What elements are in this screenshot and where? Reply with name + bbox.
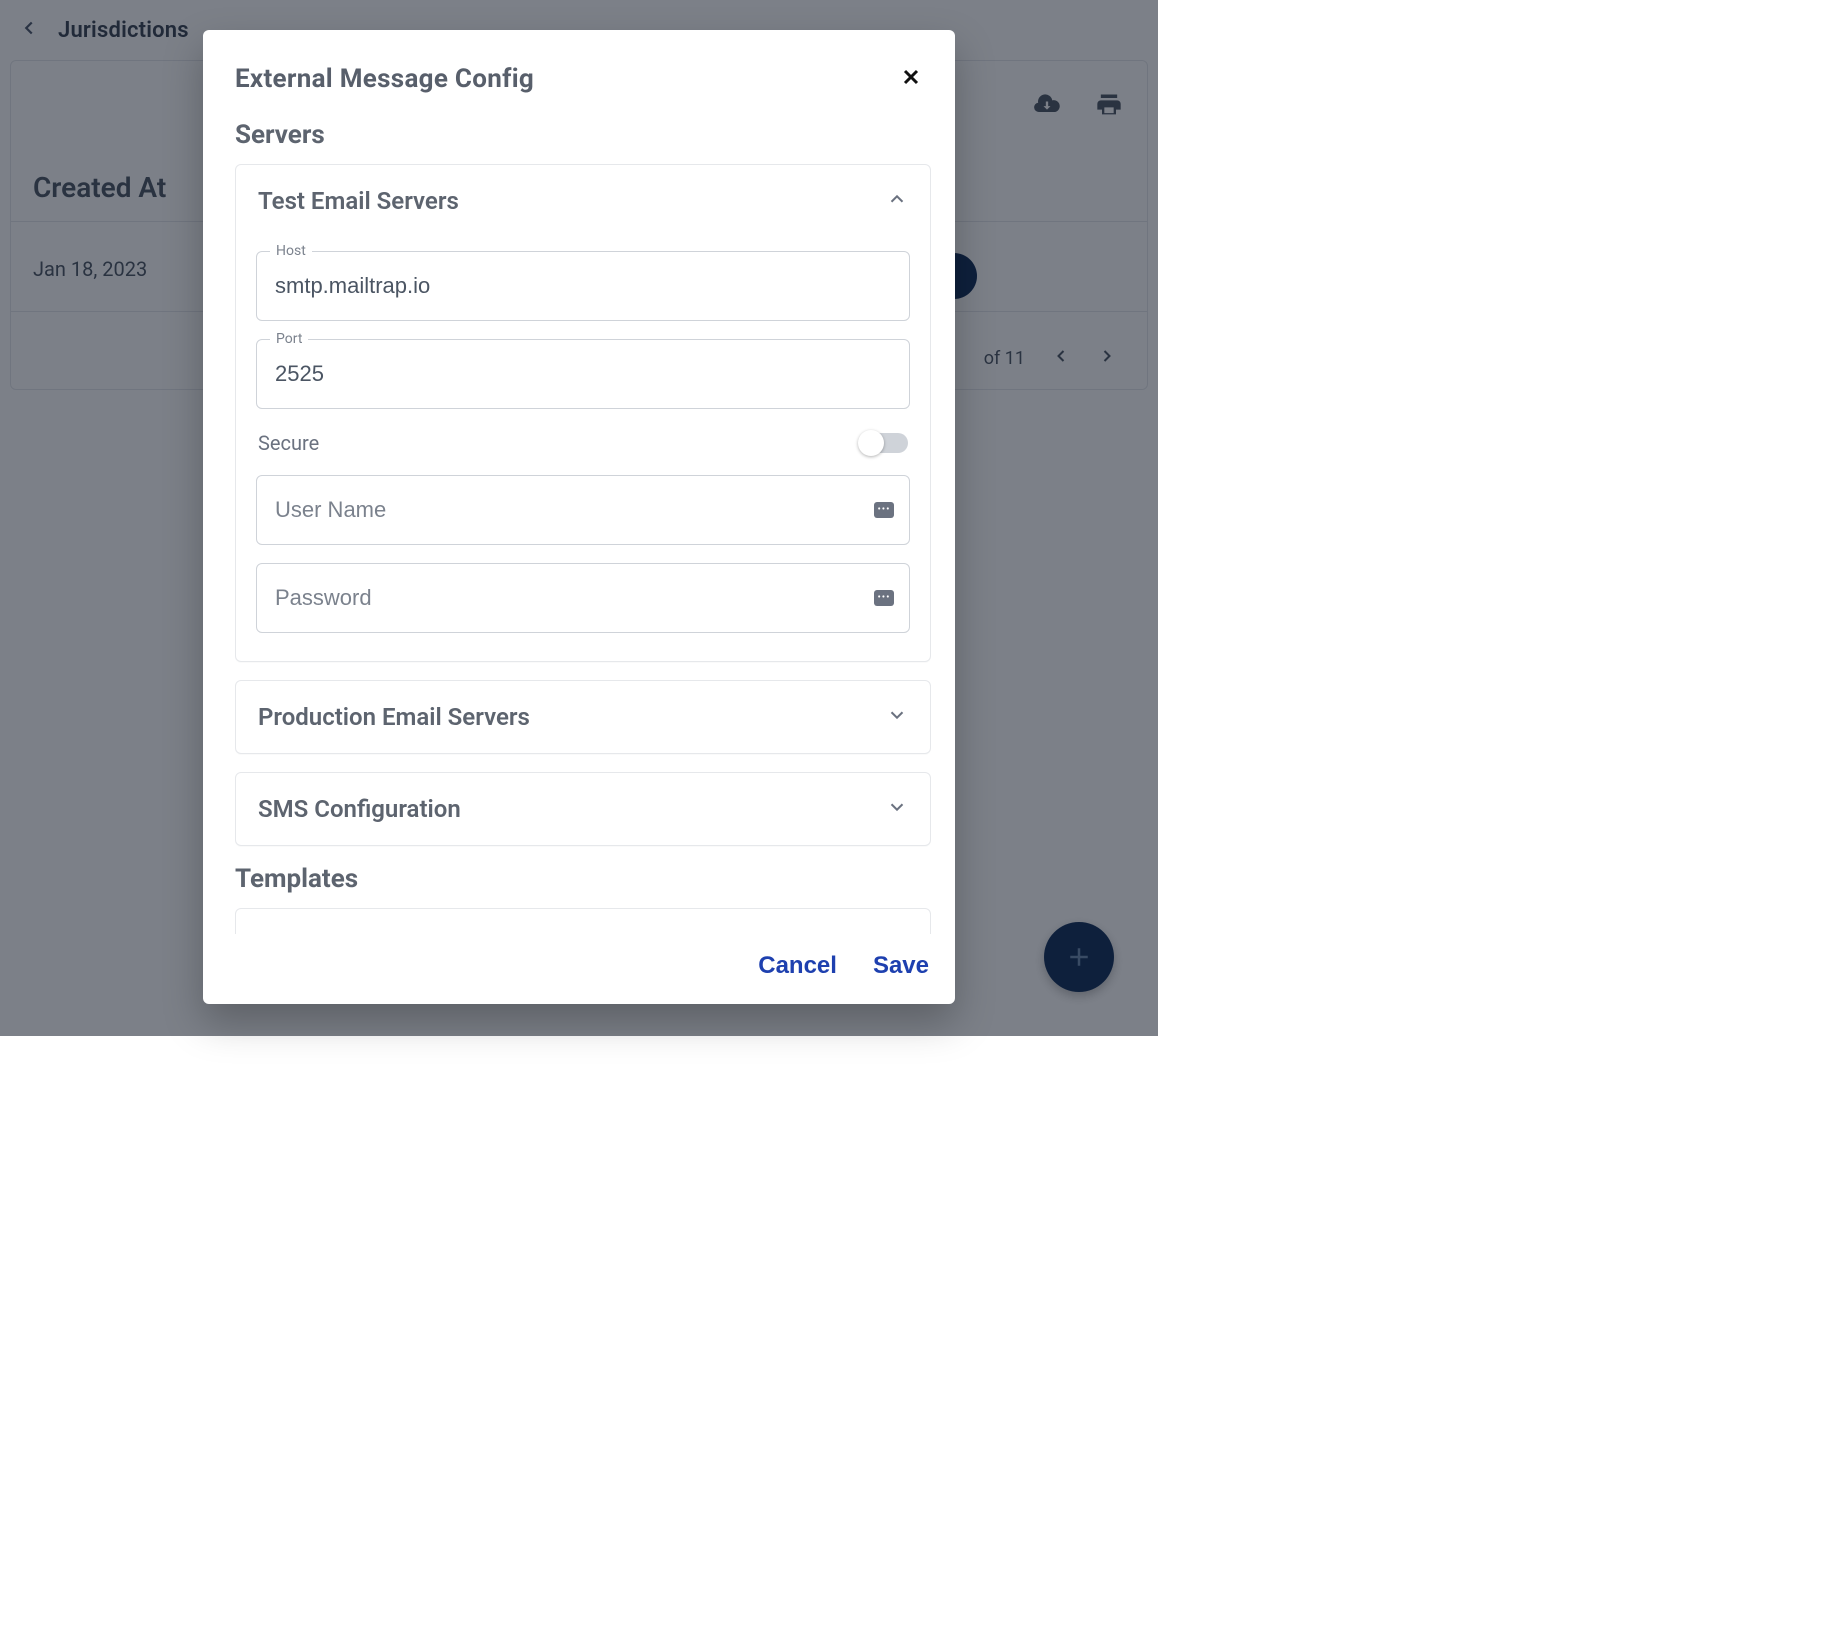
section-servers-title: Servers <box>235 120 931 150</box>
chevron-down-icon <box>886 704 908 730</box>
secure-toggle[interactable] <box>860 433 908 453</box>
panel-sms-header[interactable]: SMS Configuration <box>236 773 930 845</box>
panel-sms-label: SMS Configuration <box>258 795 461 823</box>
secure-label: Secure <box>258 431 319 455</box>
port-input[interactable] <box>256 339 910 409</box>
username-field-wrap <box>256 475 910 545</box>
panel-password-reset-template: PASSWORD RESET <box>235 908 931 934</box>
port-field-wrap: Port <box>256 339 910 409</box>
chevron-down-icon <box>886 796 908 822</box>
close-icon[interactable] <box>899 65 923 93</box>
modal-header: External Message Config <box>203 30 955 108</box>
panel-test-email-servers: Test Email Servers Host Port Secure <box>235 164 931 662</box>
panel-test-email-body: Host Port Secure <box>236 237 930 661</box>
host-field-wrap: Host <box>256 251 910 321</box>
modal-footer: Cancel Save <box>203 934 955 1004</box>
password-field-wrap <box>256 563 910 633</box>
external-message-config-modal: External Message Config Servers Test Ema… <box>203 30 955 1004</box>
panel-production-email-header[interactable]: Production Email Servers <box>236 681 930 753</box>
panel-test-email-label: Test Email Servers <box>258 187 459 215</box>
username-input[interactable] <box>256 475 910 545</box>
password-input[interactable] <box>256 563 910 633</box>
credentials-icon[interactable] <box>874 590 894 606</box>
modal-body[interactable]: Servers Test Email Servers Host Port <box>203 108 951 934</box>
modal-title: External Message Config <box>235 64 534 94</box>
panel-test-email-header[interactable]: Test Email Servers <box>236 165 930 237</box>
panel-production-email-label: Production Email Servers <box>258 703 530 731</box>
chevron-up-icon <box>886 188 908 214</box>
host-label: Host <box>270 243 312 259</box>
host-input[interactable] <box>256 251 910 321</box>
panel-password-reset-header[interactable]: PASSWORD RESET <box>236 909 930 934</box>
port-label: Port <box>270 331 308 347</box>
panel-production-email-servers: Production Email Servers <box>235 680 931 754</box>
secure-toggle-row: Secure <box>256 427 910 475</box>
section-templates-title: Templates <box>235 864 931 894</box>
save-button[interactable]: Save <box>873 952 929 980</box>
panel-sms-configuration: SMS Configuration <box>235 772 931 846</box>
credentials-icon[interactable] <box>874 502 894 518</box>
cancel-button[interactable]: Cancel <box>758 952 837 980</box>
